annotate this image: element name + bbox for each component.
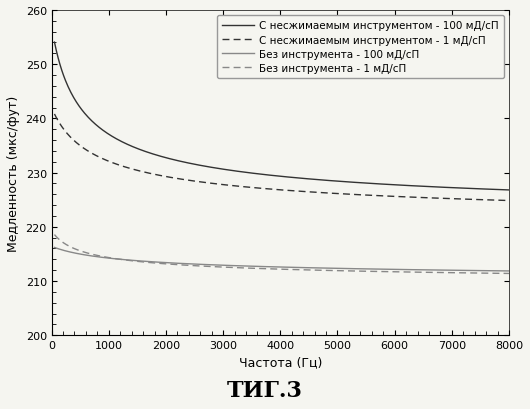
С несжимаемым инструментом - 100 мД/сП <box>424 184 430 189</box>
С несжимаемым инструментом - 100 мД/сП <box>267 173 273 178</box>
Text: ΤИГ.3: ΤИГ.3 <box>227 379 303 401</box>
С несжимаемым инструментом - 1 мД/сП <box>51 112 58 117</box>
С несжимаемым инструментом - 1 мД/сП <box>297 189 304 194</box>
Без инструмента - 1 мД/сП <box>51 233 58 238</box>
Без инструмента - 1 мД/сП <box>322 268 328 273</box>
Без инструмента - 100 мД/сП <box>270 265 276 270</box>
Без инструмента - 100 мД/сП <box>51 245 58 250</box>
Без инструмента - 100 мД/сП <box>495 269 501 274</box>
Без инструмента - 100 мД/сП <box>322 266 328 271</box>
Без инструмента - 100 мД/сП <box>267 265 273 270</box>
С несжимаемым инструментом - 1 мД/сП <box>267 187 273 192</box>
Line: С несжимаемым инструментом - 1 мД/сП: С несжимаемым инструментом - 1 мД/сП <box>55 115 509 201</box>
Без инструмента - 100 мД/сП <box>424 268 430 273</box>
Без инструмента - 1 мД/сП <box>267 267 273 272</box>
С несжимаемым инструментом - 100 мД/сП <box>297 176 304 181</box>
С несжимаемым инструментом - 1 мД/сП <box>270 187 276 192</box>
X-axis label: Частота (Гц): Частота (Гц) <box>238 356 322 369</box>
Legend: С несжимаемым инструментом - 100 мД/сП, С несжимаемым инструментом - 1 мД/сП, Бе: С несжимаемым инструментом - 100 мД/сП, … <box>217 16 504 79</box>
С несжимаемым инструментом - 1 мД/сП <box>424 196 430 201</box>
Без инструмента - 1 мД/сП <box>424 270 430 275</box>
Line: С несжимаемым инструментом - 100 мД/сП: С несжимаемым инструментом - 100 мД/сП <box>55 43 509 191</box>
Без инструмента - 100 мД/сП <box>506 269 512 274</box>
С несжимаемым инструментом - 1 мД/сП <box>506 199 512 204</box>
С несжимаемым инструментом - 100 мД/сП <box>322 178 328 183</box>
Без инструмента - 100 мД/сП <box>297 265 304 270</box>
С несжимаемым инструментом - 1 мД/сП <box>322 191 328 196</box>
Y-axis label: Медленность (мкс/фут): Медленность (мкс/фут) <box>7 95 20 251</box>
Line: Без инструмента - 1 мД/сП: Без инструмента - 1 мД/сП <box>55 235 509 274</box>
Без инструмента - 1 мД/сП <box>506 271 512 276</box>
С несжимаемым инструментом - 100 мД/сП <box>495 188 501 193</box>
С несжимаемым инструментом - 1 мД/сП <box>495 198 501 203</box>
С несжимаемым инструментом - 100 мД/сП <box>506 188 512 193</box>
Без инструмента - 1 мД/сП <box>270 267 276 272</box>
С несжимаемым инструментом - 100 мД/сП <box>270 173 276 178</box>
Без инструмента - 1 мД/сП <box>297 267 304 272</box>
Line: Без инструмента - 100 мД/сП: Без инструмента - 100 мД/сП <box>55 248 509 271</box>
Без инструмента - 1 мД/сП <box>495 271 501 276</box>
С несжимаемым инструментом - 100 мД/сП <box>51 40 58 45</box>
